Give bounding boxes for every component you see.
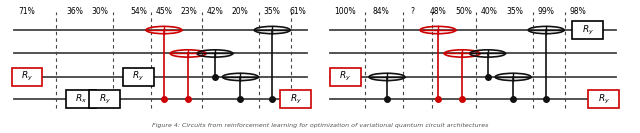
FancyBboxPatch shape bbox=[66, 90, 97, 108]
FancyBboxPatch shape bbox=[588, 90, 619, 108]
FancyBboxPatch shape bbox=[90, 90, 120, 108]
Text: 50%: 50% bbox=[455, 7, 472, 16]
FancyBboxPatch shape bbox=[330, 68, 361, 86]
Text: $R_y$: $R_y$ bbox=[598, 93, 610, 106]
Text: $R_y$: $R_y$ bbox=[290, 93, 302, 106]
Text: 61%: 61% bbox=[289, 7, 306, 16]
Text: 54%: 54% bbox=[130, 7, 147, 16]
Text: Figure 4: Circuits from reinforcement learning for optimization of variational q: Figure 4: Circuits from reinforcement le… bbox=[152, 123, 488, 128]
Text: 30%: 30% bbox=[92, 7, 109, 16]
Text: 99%: 99% bbox=[538, 7, 555, 16]
Text: $R_y$: $R_y$ bbox=[99, 93, 111, 106]
FancyBboxPatch shape bbox=[280, 90, 311, 108]
Text: ?: ? bbox=[410, 7, 414, 16]
Text: $R_y$: $R_y$ bbox=[339, 70, 351, 84]
Text: 48%: 48% bbox=[429, 7, 446, 16]
Text: 71%: 71% bbox=[19, 7, 35, 16]
Text: $R_y$: $R_y$ bbox=[21, 70, 33, 84]
Text: 98%: 98% bbox=[570, 7, 586, 16]
FancyBboxPatch shape bbox=[572, 21, 603, 39]
Text: $R_x$: $R_x$ bbox=[75, 93, 87, 105]
Text: 40%: 40% bbox=[481, 7, 497, 16]
Text: $R_y$: $R_y$ bbox=[582, 24, 594, 37]
FancyBboxPatch shape bbox=[12, 68, 42, 86]
Text: 23%: 23% bbox=[181, 7, 198, 16]
Text: 100%: 100% bbox=[335, 7, 356, 16]
Text: 45%: 45% bbox=[156, 7, 172, 16]
Text: 36%: 36% bbox=[66, 7, 83, 16]
Text: 84%: 84% bbox=[372, 7, 389, 16]
Text: 42%: 42% bbox=[207, 7, 223, 16]
Text: 35%: 35% bbox=[506, 7, 523, 16]
Text: 35%: 35% bbox=[264, 7, 281, 16]
Text: $R_y$: $R_y$ bbox=[132, 70, 145, 84]
FancyBboxPatch shape bbox=[123, 68, 154, 86]
Text: 20%: 20% bbox=[232, 7, 249, 16]
